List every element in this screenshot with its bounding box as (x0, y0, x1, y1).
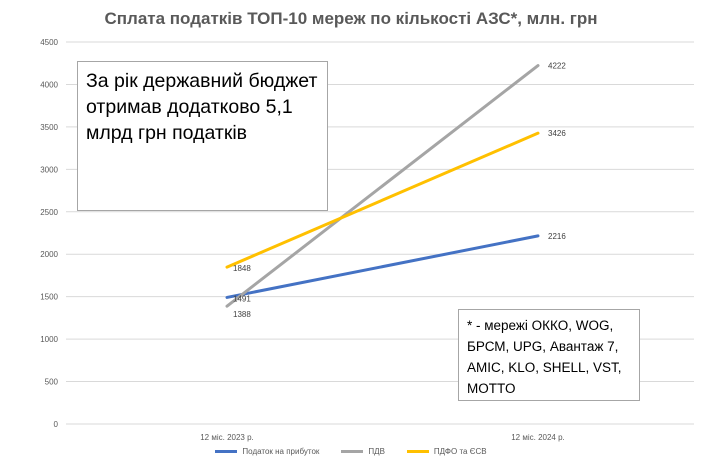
y-tick-label: 2000 (40, 250, 58, 259)
note-networks-text: * - мережі ОККО, WOG, БРСМ, UPG, Авантаж… (467, 318, 622, 396)
data-labels: 1491 2216 1388 4222 1848 3426 (233, 62, 566, 320)
data-label: 1388 (233, 310, 251, 319)
legend-item-vat: ПДВ (341, 447, 385, 456)
note-networks-box: * - мережі ОККО, WOG, БРСМ, UPG, Авантаж… (458, 309, 640, 401)
x-tick-label: 12 міс. 2023 р. (200, 433, 254, 442)
y-tick-label: 500 (45, 378, 59, 387)
chart-title: Сплата податків ТОП-10 мереж по кількост… (104, 9, 598, 28)
x-tick-label: 12 міс. 2024 р. (511, 433, 565, 442)
legend-label: Податок на прибуток (242, 447, 320, 456)
note-budget-text: За рік державний бюджет отримав додатков… (86, 70, 318, 144)
y-tick-label: 4000 (40, 80, 58, 89)
legend-swatch (406, 450, 429, 453)
legend-item-pit-ssc: ПДФО та ЄСВ (406, 447, 487, 456)
data-label: 4222 (548, 62, 566, 71)
legend-swatch (215, 450, 238, 453)
y-tick-label: 3000 (40, 165, 58, 174)
data-label: 1491 (233, 294, 251, 303)
data-label: 3426 (548, 129, 566, 138)
legend-label: ПДФО та ЄСВ (433, 447, 487, 456)
legend-label: ПДВ (368, 447, 385, 456)
series-line (225, 64, 540, 308)
data-label: 2216 (548, 232, 566, 241)
series-lines (225, 64, 540, 308)
y-tick-label: 4500 (40, 38, 58, 47)
legend-item-profit-tax: Податок на прибуток (215, 447, 319, 456)
y-tick-label: 2500 (40, 208, 58, 217)
y-tick-label: 1500 (40, 293, 58, 302)
y-tick-label: 0 (54, 420, 59, 429)
x-axis-ticks: 12 міс. 2023 р. 12 міс. 2024 р. (200, 433, 565, 442)
y-axis-ticks: 0 500 1000 1500 2000 2500 3000 3500 4000 4500 (40, 38, 58, 429)
series-line (225, 131, 540, 269)
data-label: 1848 (233, 264, 251, 273)
note-budget-box: За рік державний бюджет отримав додатков… (77, 61, 328, 211)
legend-swatch (341, 450, 364, 453)
series-line (225, 234, 540, 299)
y-tick-label: 1000 (40, 335, 58, 344)
y-tick-label: 3500 (40, 123, 58, 132)
chart-legend: Податок на прибуток ПДВ ПДФО та ЄСВ (0, 447, 702, 456)
